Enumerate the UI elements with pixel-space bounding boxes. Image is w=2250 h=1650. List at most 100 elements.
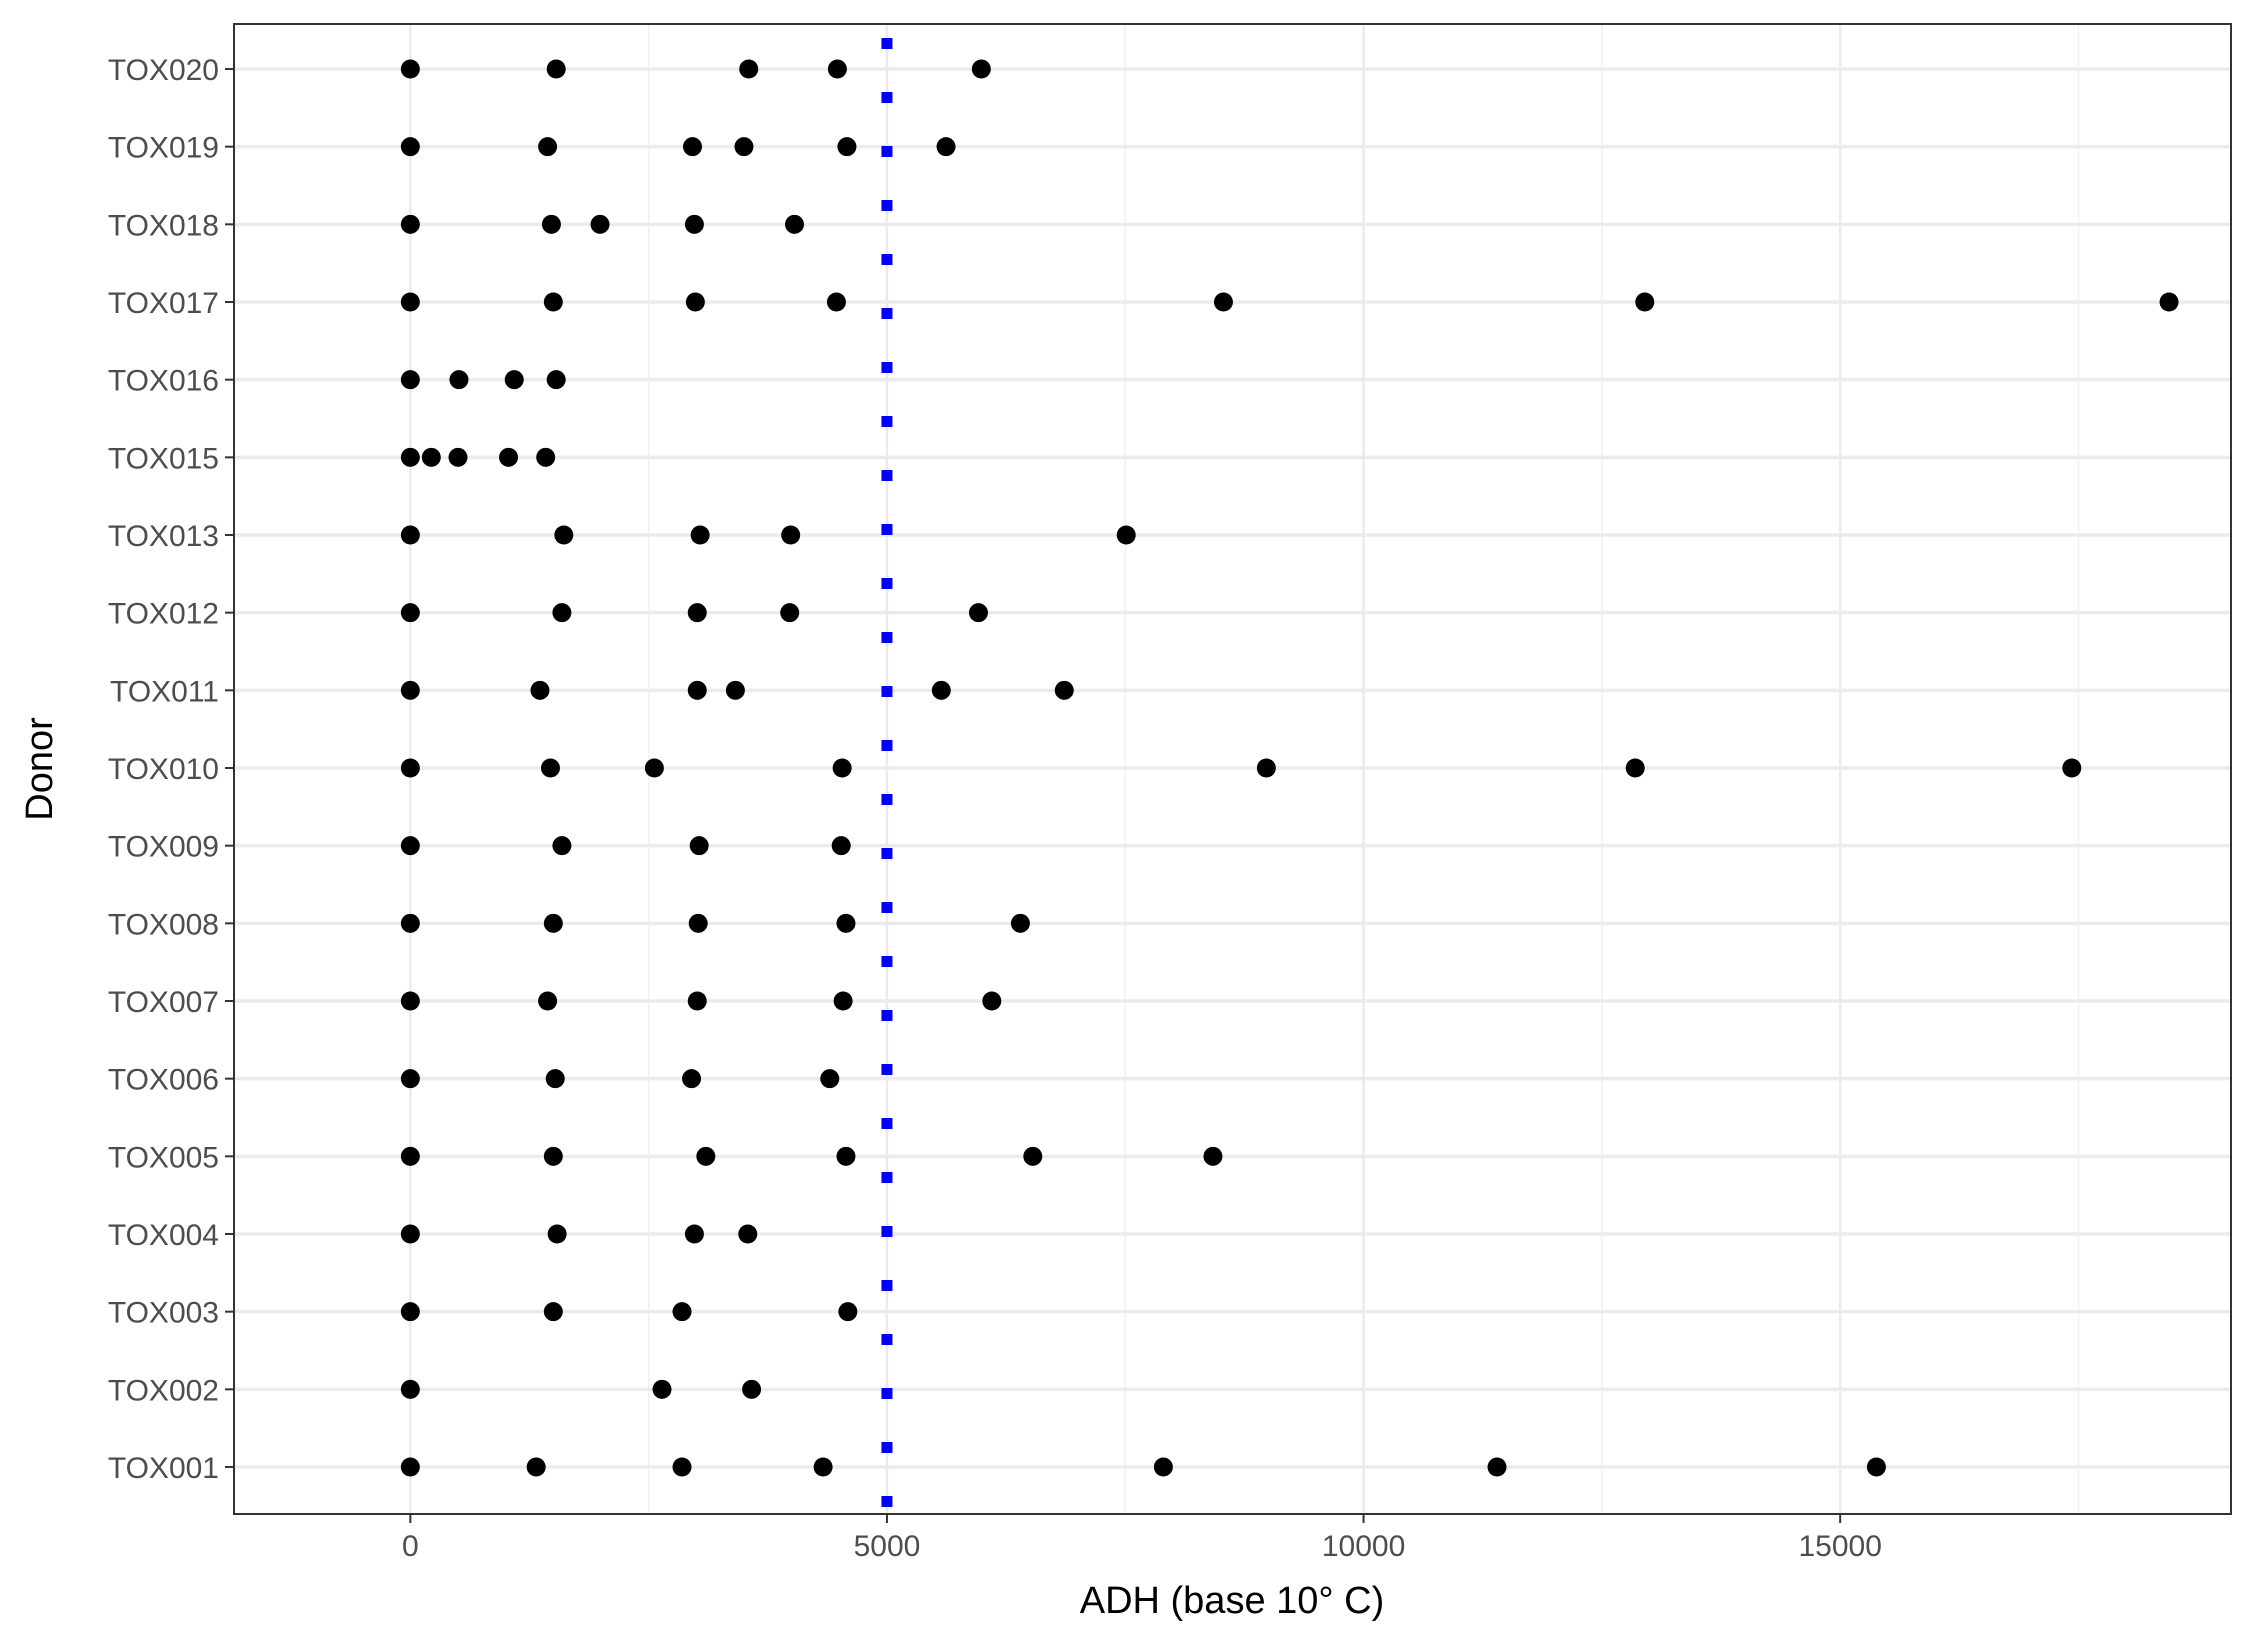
data-point (982, 991, 1002, 1011)
data-point (543, 1302, 563, 1322)
data-point (541, 214, 561, 234)
data-point (400, 1302, 420, 1322)
data-point (538, 991, 558, 1011)
data-point (400, 137, 420, 157)
y-tick-label: TOX016 (108, 365, 219, 398)
x-tick-label: 10000 (1322, 1530, 1405, 1563)
data-point (400, 913, 420, 933)
data-point (590, 214, 610, 234)
data-points (400, 59, 2179, 1477)
y-tick-label: TOX019 (108, 132, 219, 165)
data-point (690, 525, 710, 545)
data-point (1625, 758, 1645, 778)
data-point (687, 603, 707, 623)
data-point (1487, 1457, 1507, 1477)
data-point (536, 447, 556, 467)
data-point (543, 1146, 563, 1166)
data-point (400, 59, 420, 79)
data-point (1635, 292, 1655, 312)
data-point (400, 1224, 420, 1244)
data-point (552, 836, 572, 856)
data-point (936, 137, 956, 157)
y-tick-label: TOX001 (108, 1452, 219, 1485)
y-tick-label: TOX015 (108, 442, 219, 475)
data-point (739, 59, 759, 79)
data-point (400, 758, 420, 778)
data-point (652, 1379, 672, 1399)
data-point (400, 836, 420, 856)
data-point (448, 447, 468, 467)
data-point (400, 1379, 420, 1399)
data-point (968, 603, 988, 623)
data-point (687, 991, 707, 1011)
data-point (1023, 1146, 1043, 1166)
y-axis-ticks: TOX001 TOX002 TOX003 TOX004 TOX005 TOX006 TOX0… (108, 54, 234, 1485)
data-point (1153, 1457, 1173, 1477)
data-point (1010, 913, 1030, 933)
major-gridlines (234, 24, 2231, 1514)
data-point (538, 137, 558, 157)
y-tick-label: TOX017 (108, 287, 219, 320)
data-point (734, 137, 754, 157)
data-point (838, 1302, 858, 1322)
y-tick-label: TOX007 (108, 986, 219, 1019)
data-point (672, 1457, 692, 1477)
data-point (644, 758, 664, 778)
data-point (833, 991, 853, 1011)
data-point (831, 836, 851, 856)
data-point (836, 913, 856, 933)
data-point (552, 603, 572, 623)
data-point (682, 137, 702, 157)
data-point (684, 214, 704, 234)
data-point (1116, 525, 1136, 545)
data-point (682, 1069, 702, 1089)
y-tick-label: TOX008 (108, 908, 219, 941)
data-point (2062, 758, 2082, 778)
data-point (696, 1146, 716, 1166)
data-point (784, 214, 804, 234)
y-tick-label: TOX002 (108, 1374, 219, 1407)
data-point (827, 59, 847, 79)
x-tick-label: 15000 (1798, 1530, 1881, 1563)
data-point (400, 370, 420, 390)
data-point (836, 1146, 856, 1166)
x-tick-label: 5000 (854, 1530, 921, 1563)
data-point (530, 680, 550, 700)
data-point (543, 292, 563, 312)
y-tick-label: TOX009 (108, 831, 219, 864)
y-axis-title: Donor (19, 717, 61, 821)
data-point (725, 680, 745, 700)
y-tick-label: TOX006 (108, 1064, 219, 1097)
data-point (1054, 680, 1074, 700)
x-axis-ticks: 0 5000 10000 15000 (402, 1514, 1882, 1563)
y-tick-label: TOX005 (108, 1141, 219, 1174)
data-point (546, 370, 566, 390)
data-point (400, 525, 420, 545)
data-point (672, 1302, 692, 1322)
data-point (931, 680, 951, 700)
data-point (684, 1224, 704, 1244)
data-point (685, 292, 705, 312)
data-point (449, 370, 469, 390)
data-point (1213, 292, 1233, 312)
data-point (832, 758, 852, 778)
data-point (1866, 1457, 1886, 1477)
data-point (400, 1146, 420, 1166)
y-tick-label: TOX003 (108, 1297, 219, 1330)
x-tick-label: 0 (402, 1530, 419, 1563)
y-tick-label: TOX013 (108, 520, 219, 553)
data-point (688, 913, 708, 933)
data-point (826, 292, 846, 312)
data-point (813, 1457, 833, 1477)
y-tick-label: TOX018 (108, 209, 219, 242)
data-point (742, 1379, 762, 1399)
data-point (540, 758, 560, 778)
data-point (400, 1069, 420, 1089)
data-point (1256, 758, 1276, 778)
data-point (499, 447, 519, 467)
y-tick-label: TOX004 (108, 1219, 219, 1252)
data-point (2159, 292, 2179, 312)
data-point (526, 1457, 546, 1477)
y-tick-label: TOX011 (110, 675, 219, 708)
